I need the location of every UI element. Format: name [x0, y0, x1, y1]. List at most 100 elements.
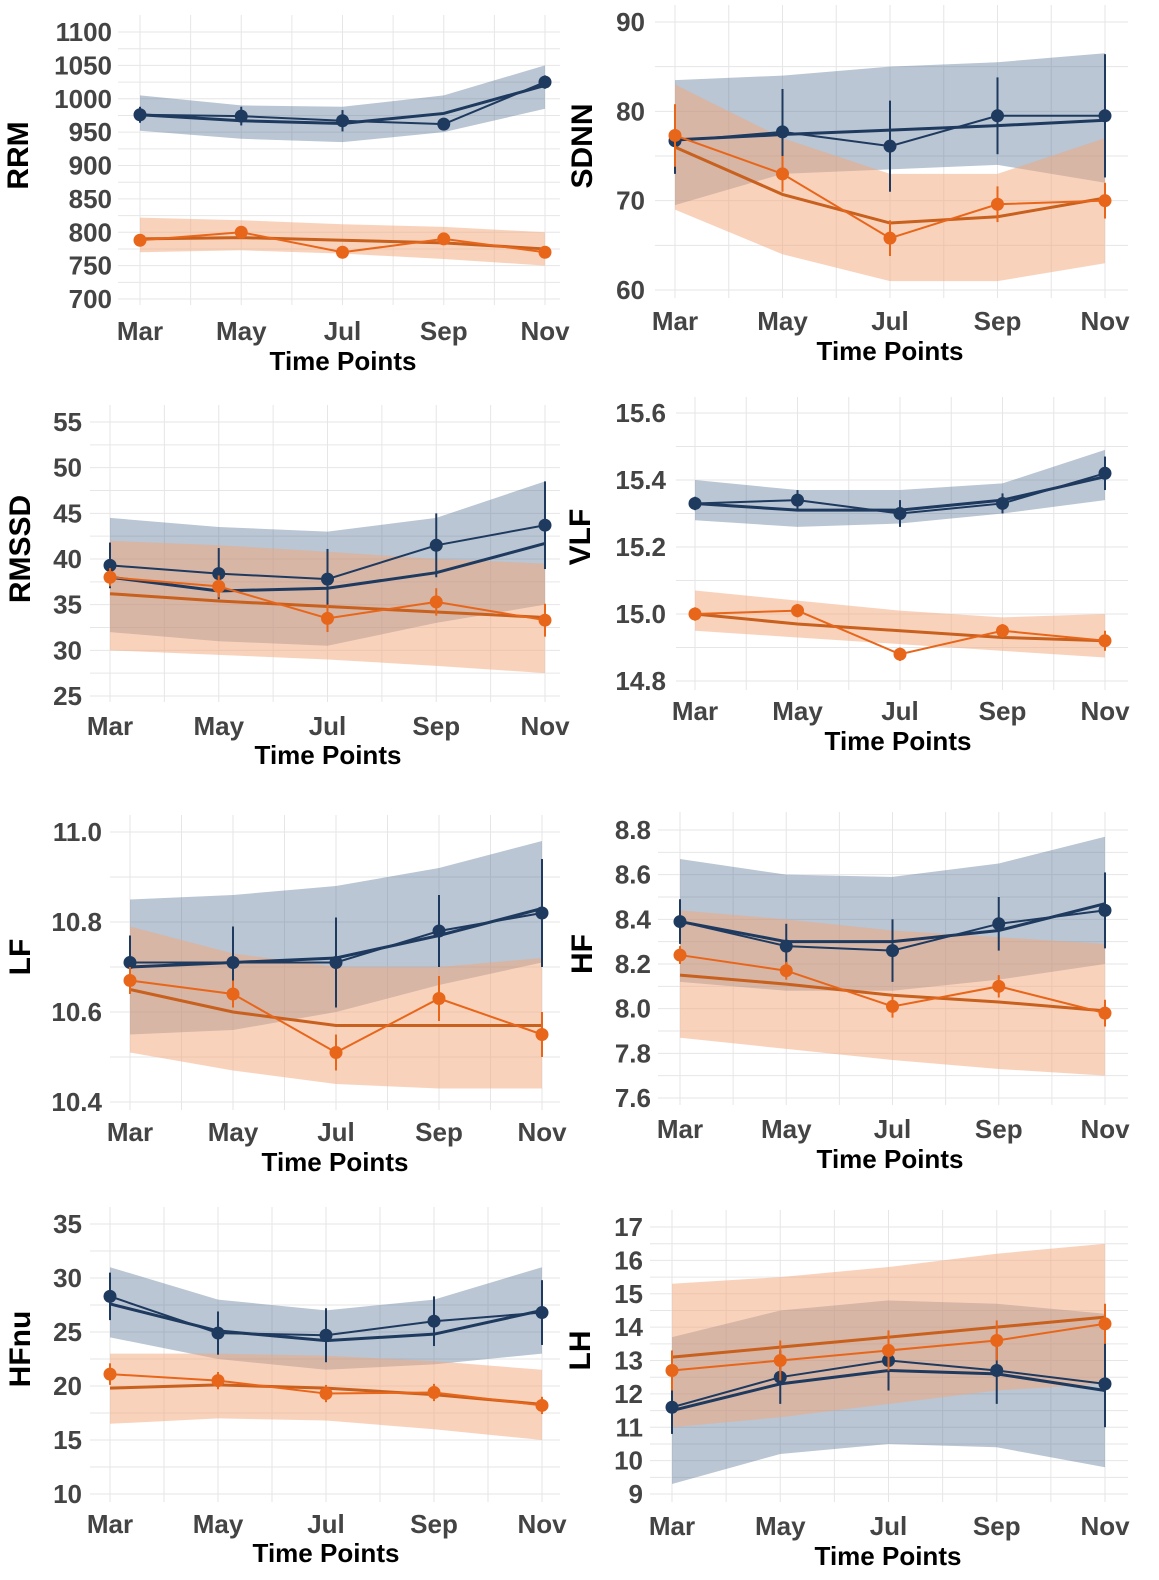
y-tick-label: 16	[614, 1245, 643, 1275]
x-tick-label: Nov	[517, 1117, 567, 1147]
navy-data-point	[427, 1314, 441, 1328]
navy-data-point	[133, 108, 147, 122]
y-tick-label: 7.8	[615, 1038, 651, 1068]
y-tick-label: 15.4	[615, 465, 666, 495]
orange-data-point	[538, 245, 552, 259]
x-tick-label: Mar	[672, 696, 718, 726]
x-tick-label: Mar	[657, 1114, 703, 1144]
navy-data-point	[432, 924, 446, 938]
y-tick-label: 8.6	[615, 860, 651, 890]
panel-sdnn: 60 70 80 90 Mar May Jul Sep Nov Time Points SDNN	[566, 5, 1130, 366]
x-axis-title: Time Points	[262, 1147, 409, 1177]
y-tick-label: 850	[69, 184, 112, 214]
x-tick-label: Sep	[415, 1117, 463, 1147]
x-tick-label: May	[772, 696, 823, 726]
navy-data-point	[538, 75, 552, 89]
x-tick-label: May	[193, 711, 244, 741]
x-tick-label: Jul	[317, 1117, 355, 1147]
y-tick-label: 10.4	[51, 1087, 102, 1117]
orange-data-point	[886, 999, 899, 1013]
navy-data-point	[1098, 109, 1112, 123]
x-tick-label: Mar	[87, 711, 133, 741]
y-tick-label: 15.0	[615, 599, 666, 629]
y-tick-label: 30	[53, 1263, 82, 1293]
x-tick-label: May	[208, 1117, 259, 1147]
orange-data-point	[123, 974, 137, 987]
orange-data-point	[437, 232, 451, 246]
y-tick-label: 70	[616, 186, 645, 216]
x-tick-label: Sep	[979, 696, 1027, 726]
orange-data-point	[234, 225, 248, 239]
orange-data-point	[1098, 194, 1112, 208]
y-tick-label: 1100	[56, 17, 112, 47]
y-tick-label: 7.6	[615, 1083, 651, 1113]
x-tick-label: Jul	[309, 711, 347, 741]
y-axis-title: HFnu	[4, 1311, 37, 1388]
y-tick-label: 700	[69, 284, 112, 314]
y-tick-label: 25	[53, 1317, 82, 1347]
x-tick-label: May	[216, 316, 267, 346]
y-tick-label: 10.8	[51, 907, 102, 937]
x-tick-label: Sep	[412, 711, 460, 741]
x-axis-title: Time Points	[815, 1541, 962, 1571]
navy-data-point	[992, 917, 1006, 931]
y-tick-label: 15.6	[615, 398, 666, 428]
orange-data-point	[226, 987, 240, 1001]
navy-data-point	[688, 496, 702, 510]
y-tick-label: 9	[629, 1479, 643, 1509]
navy-data-point	[234, 109, 248, 123]
orange-fit-line	[129, 988, 542, 1027]
orange-data-point	[882, 1343, 895, 1357]
y-tick-label: 11.0	[53, 817, 102, 847]
navy-data-point	[535, 1306, 549, 1320]
y-tick-label: 60	[616, 275, 645, 305]
orange-data-point	[336, 245, 349, 259]
orange-data-point	[773, 1354, 787, 1367]
navy-data-point	[990, 1364, 1004, 1378]
y-tick-label: 35	[53, 1209, 82, 1239]
panel-lf: 10.4 10.6 10.8 11.0 Mar May Jul Sep Nov Time Poin…	[4, 815, 567, 1177]
x-tick-label: Mar	[652, 306, 698, 336]
y-tick-label: 15	[53, 1425, 82, 1455]
orange-fit-line	[139, 236, 546, 251]
orange-data-point	[538, 613, 552, 627]
y-tick-label: 8.0	[615, 994, 651, 1024]
y-tick-label: 40	[53, 544, 82, 574]
panel-rmssd: 25 30 35 40 45 50 55 Mar May Jul Sep Nov Time Points…	[4, 405, 570, 770]
orange-data-point	[103, 1367, 117, 1381]
x-axis-title: Time Points	[825, 726, 972, 756]
y-tick-label: 10	[53, 1479, 82, 1509]
panel-hf: 7.6 7.8 8.0 8.2 8.4 8.6 8.8 Mar May Jul Sep Nov Time…	[566, 812, 1130, 1174]
navy-data-point	[996, 496, 1009, 510]
y-tick-label: 8.2	[615, 949, 651, 979]
y-tick-label: 800	[69, 217, 112, 247]
navy-data-point	[991, 109, 1004, 123]
orange-data-point	[990, 1333, 1004, 1347]
navy-data-point	[212, 567, 226, 581]
x-tick-label: May	[757, 306, 808, 336]
orange-data-point	[665, 1364, 679, 1378]
orange-data-point	[1098, 1317, 1112, 1331]
x-tick-label: Nov	[1080, 1114, 1130, 1144]
x-tick-label: Nov	[1080, 1511, 1130, 1541]
x-tick-label: Mar	[649, 1511, 695, 1541]
navy-data-point	[673, 915, 687, 929]
navy-data-point	[103, 558, 117, 572]
y-tick-label: 80	[616, 96, 645, 126]
orange-data-point	[991, 197, 1004, 211]
x-tick-label: Jul	[870, 1511, 908, 1541]
x-tick-label: Sep	[975, 1114, 1023, 1144]
navy-data-point	[321, 572, 334, 586]
x-tick-label: Mar	[107, 1117, 153, 1147]
x-axis-title: Time Points	[253, 1538, 400, 1568]
y-axis-title: HF	[566, 934, 599, 974]
navy-data-point	[226, 956, 240, 969]
navy-data-point	[1098, 466, 1112, 480]
navy-data-point	[893, 507, 907, 520]
orange-data-point	[535, 1028, 549, 1041]
x-tick-label: Jul	[324, 316, 362, 346]
y-tick-label: 10	[614, 1446, 643, 1476]
orange-data-point	[103, 570, 117, 584]
navy-data-point	[665, 1400, 679, 1414]
